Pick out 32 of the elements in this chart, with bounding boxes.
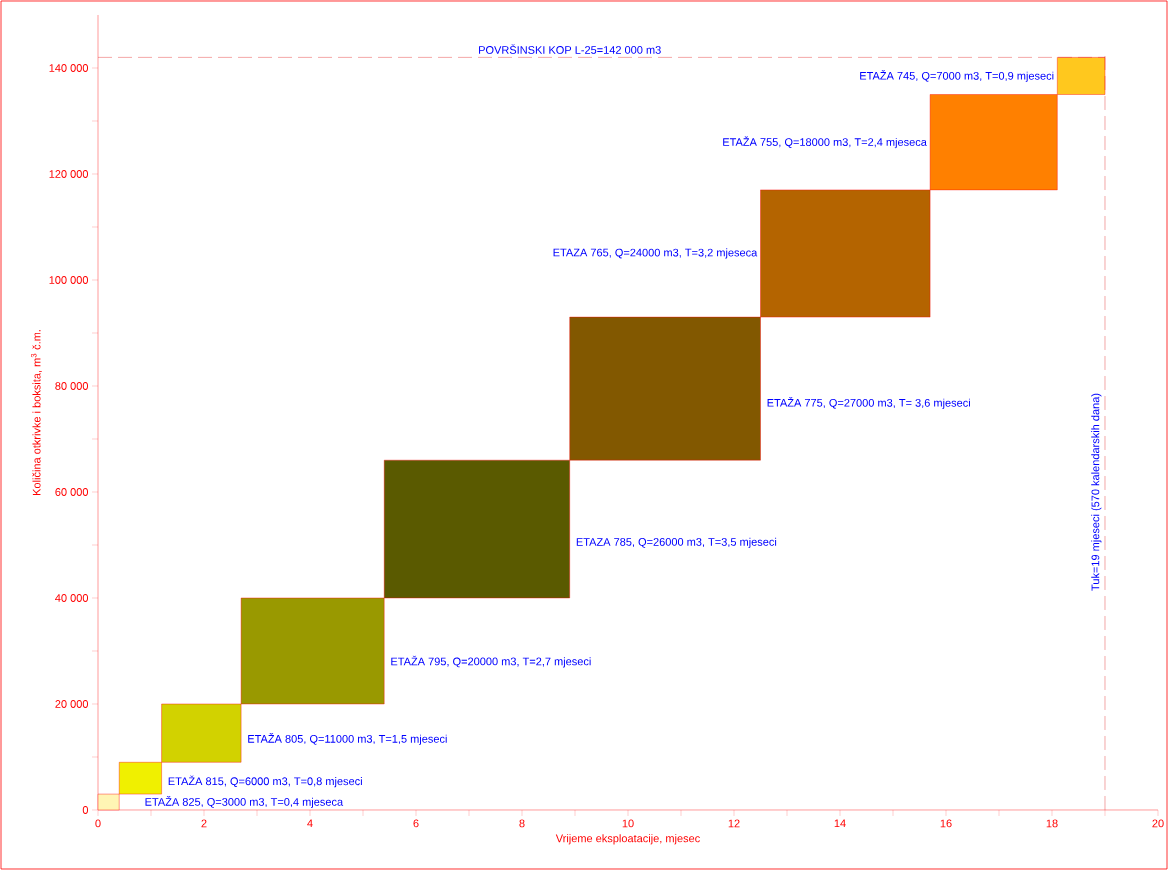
x-tick-label: 12 [728,819,740,828]
x-axis-title: Vrijeme eksploatacije, mjesec [555,834,700,845]
annotation: ETAZA 785, Q=26000 m3, T=3,5 mjeseci [576,537,777,548]
y-tick-label: 40 000 [55,594,89,602]
annotation: ETAŽA 815, Q=6000 m3, T=0,8 mjeseci [168,775,362,788]
x-tick-label: 6 [413,819,419,828]
x-tick-label: 8 [519,819,525,828]
x-tick-label: 16 [940,819,952,828]
y-tick-label: 100 000 [49,276,89,284]
y-tick-label: 60 000 [55,488,89,496]
x-tick-label: 2 [201,819,207,828]
y-tick-label: 80 000 [55,382,89,390]
y-tick-label: 120 000 [49,170,89,178]
annotation: ETAŽA 795, Q=20000 m3, T=2,7 mjeseci [391,655,591,668]
y-axis-title: Količina otkrivke i boksita, m$^{3}$ č.m. [31,330,42,495]
ref-line-label: POVRŠINSKI KOP L-25=142 000 m3 [479,44,661,54]
x-tick-label: 20 [1152,819,1164,828]
x-tick-label: 14 [834,819,846,828]
annotation: ETAŽA 825, Q=3000 m3, T=0,4 mjeseca [145,796,344,808]
x-tick-label: 18 [1046,819,1058,828]
y-tick-label: 140 000 [49,64,89,72]
annotation: ETAZA 765, Q=24000 m3, T=3,2 mjeseca [553,248,758,259]
x-tick-label: 4 [307,819,313,828]
y-tick-label: 0 [82,806,89,814]
x-tick-label: 0 [95,819,101,828]
annotation: ETAŽA 755, Q=18000 m3, T=2,4 mjeseca [723,136,927,149]
ref-line-label: Tuk=19 mjeseci (570 kalendarskih dana) [1091,393,1102,591]
x-tick-label: 10 [622,819,634,828]
annotation: ETAŽA 745, Q=7000 m3, T=0,9 mjeseci [860,69,1054,82]
y-tick-label: 20 000 [55,700,89,708]
annotation: ETAŽA 805, Q=11000 m3, T=1,5 mjeseci [248,733,447,745]
annotation: ETAŽA 775, Q=27000 m3, T= 3,6 mjeseci [767,397,970,409]
